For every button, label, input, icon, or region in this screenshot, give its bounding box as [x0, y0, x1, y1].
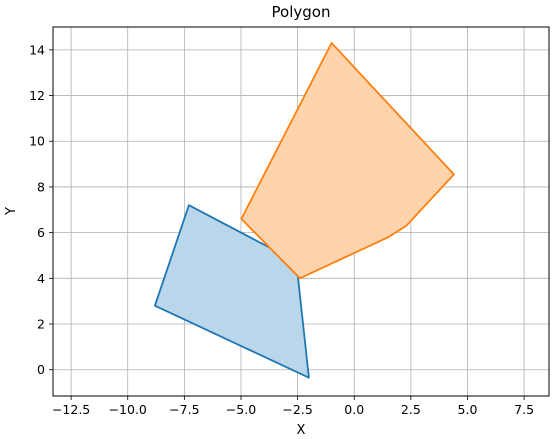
x-tick-label: 7.5 — [514, 402, 534, 417]
y-tick-label: 14 — [29, 42, 45, 57]
chart-title: Polygon — [272, 3, 331, 21]
y-axis-label: Y — [4, 207, 19, 216]
y-tick-label: 8 — [37, 179, 45, 194]
x-tick-label: −2.5 — [282, 402, 312, 417]
x-tick-label: −10.0 — [109, 402, 147, 417]
x-tick-label: −12.5 — [52, 402, 90, 417]
y-tick-label: 0 — [37, 362, 45, 377]
y-tick-label: 2 — [37, 317, 45, 332]
y-tick-label: 6 — [37, 225, 45, 240]
polygon-2 — [240, 42, 455, 280]
y-axis-ticks: 0 2 4 6 8 10 12 14 — [29, 42, 53, 377]
x-axis-label: X — [297, 423, 306, 438]
y-tick-label: 12 — [29, 88, 45, 103]
plot-frame — [52, 26, 550, 397]
y-tick-label: 4 — [37, 271, 45, 286]
x-tick-label: 5.0 — [458, 402, 478, 417]
x-axis-ticks: −12.5 −10.0 −7.5 −5.0 −2.5 0.0 2.5 5.0 7.5 — [52, 396, 534, 417]
x-tick-label: 2.5 — [401, 402, 421, 417]
x-tick-label: −5.0 — [226, 402, 256, 417]
y-tick-label: 10 — [29, 134, 45, 149]
x-tick-label: −7.5 — [169, 402, 199, 417]
x-tick-label: 0.0 — [344, 402, 364, 417]
polygon-series — [153, 42, 455, 379]
